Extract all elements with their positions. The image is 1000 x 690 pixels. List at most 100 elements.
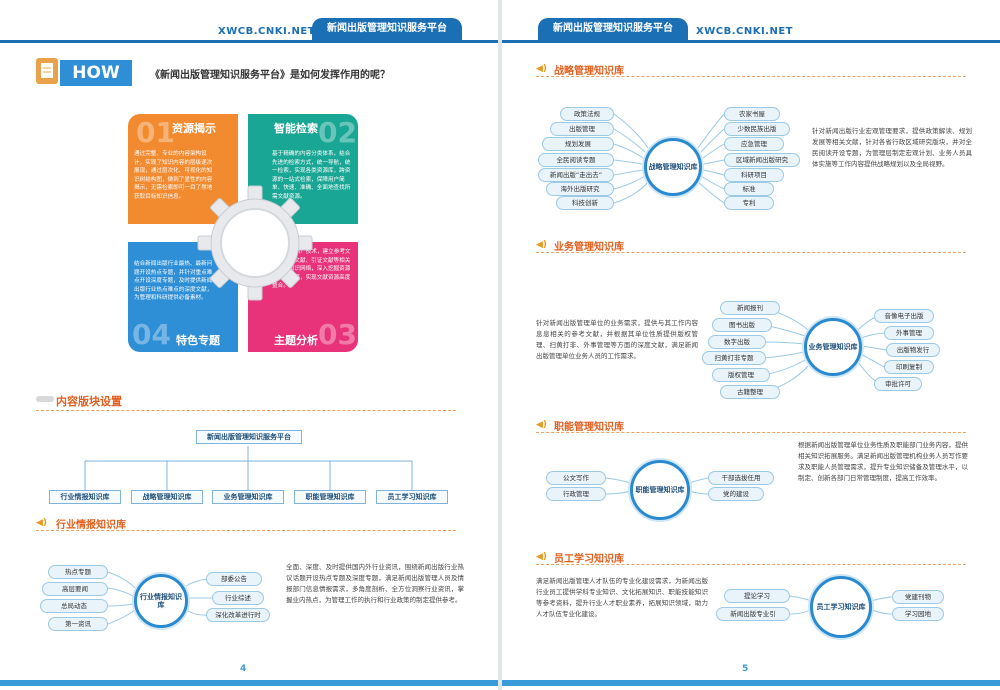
strategy-section-title: 战略管理知识库 [554,66,624,77]
function-item[interactable]: 行政管理 [546,487,606,501]
quadrant-text: 结合新闻出版行业最热、最新问题开设热点专题，并针对重点难点开设深度专题，及时提供… [134,261,213,302]
header-url-right[interactable]: XWCB.CNKI.NET [696,26,793,37]
strategy-item[interactable]: 出版管理 [550,122,614,136]
section-bullet-icon: ◀) [36,518,48,528]
strategy-item[interactable]: 科研项目 [724,168,784,182]
tree-node-intel[interactable]: 行业情报知识库 [49,490,121,504]
intel-item[interactable]: 部委公告 [206,572,262,586]
strategy-item[interactable]: 新闻出版“走出去” [538,168,614,182]
gear-icon [196,184,314,302]
intel-item[interactable]: 热点专题 [48,565,108,579]
header-rule-right [502,40,1000,43]
business-item[interactable]: 审批许可 [874,377,922,391]
intel-item[interactable]: 总局动态 [40,599,108,613]
business-item[interactable]: 古籍整理 [720,385,780,399]
function-section-title: 职能管理知识库 [554,422,624,433]
business-item[interactable]: 版权管理 [712,368,770,382]
how-label: HOW [60,60,132,86]
strategy-description: 针对新闻出版行业宏观管理要求，提供政策解读、规划发展等相关文献，针对各省行政区域… [812,127,972,168]
business-hub[interactable]: 业务管理知识库 [804,318,862,376]
function-item[interactable]: 党的建设 [708,487,764,501]
section-bullet-icon: ◀) [536,64,548,74]
header-platform-tab-right: 新闻出版管理知识服务平台 [538,18,688,40]
strategy-item[interactable]: 海外出版研究 [546,182,614,196]
quadrant-number: 02 [318,116,357,149]
header-platform-tab-left: 新闻出版管理知识服务平台 [312,18,462,40]
business-item[interactable]: 图书出版 [712,318,772,332]
left-page: XWCB.CNKI.NET 新闻出版管理知识服务平台 HOW 《新闻出版管理知识… [0,0,498,690]
strategy-item[interactable]: 专利 [724,196,774,210]
business-item[interactable]: 扫黄打非专题 [702,351,766,365]
staff-item[interactable]: 新闻出版专业引 [716,607,790,621]
staff-section-title: 员工学习知识库 [554,554,624,565]
tree-node-function[interactable]: 职能管理知识库 [294,490,366,504]
section-bullet-icon: ◀) [536,240,548,250]
strategy-item[interactable]: 农家书屋 [724,107,780,121]
tree-root-box[interactable]: 新闻出版管理知识服务平台 [196,430,302,444]
function-item[interactable]: 干部选拔任用 [708,471,774,485]
page-number-right: 5 [742,664,749,674]
header-rule-left [0,40,498,43]
business-section-title: 业务管理知识库 [554,242,624,253]
tree-connectors [84,446,413,490]
page-gutter [498,0,502,690]
staff-item[interactable]: 提论学习 [724,589,790,603]
quadrant-number: 01 [136,116,175,149]
strategy-item[interactable]: 应急管理 [724,137,784,151]
strategy-item[interactable]: 标准 [724,182,774,196]
quadrant-text: 基于精确的内容分类体系，结合先进的检索方式，统一导航，统一检索，实现各类资源库，… [272,151,351,200]
strategy-item[interactable]: 全民阅读专题 [538,153,614,167]
tree-node-strategy[interactable]: 战略管理知识库 [131,490,203,504]
section-bullet-icon: ◀) [536,552,548,562]
content-section-title: 内容版块设置 [56,395,122,408]
quadrant-text: 通过完整、专业的内容架构设计，实现了知识内容的层级递次展现，通过层次化、可视化的… [134,151,213,200]
staff-section-rule [536,564,966,565]
strategy-item[interactable]: 少数民族出版 [724,122,790,136]
section-bullet-icon: ◀) [536,420,548,430]
how-pencil-icon [36,58,58,84]
content-section-rule [36,410,456,411]
staff-hub[interactable]: 员工学习知识库 [810,576,872,638]
page-number-left: 4 [240,664,247,674]
staff-description: 满足新闻出版管理人才队伍的专业化建设需求，为新闻出版行业员工提供学科专业知识、文… [536,577,708,618]
quadrant-title: 特色专题 [176,334,220,347]
quadrant-title: 智能检索 [274,122,318,135]
strategy-item[interactable]: 政策法规 [560,107,614,121]
right-page: 新闻出版管理知识服务平台 XWCB.CNKI.NET ◀) 战略管理知识库 政策… [502,0,1000,690]
pencil-decoration-icon [36,396,54,402]
strategy-item[interactable]: 区域新闻出版研究 [724,153,800,167]
tree-node-business[interactable]: 业务管理知识库 [212,490,284,504]
business-item[interactable]: 出版物发行 [886,343,940,357]
footer-bar-left [0,680,498,686]
intel-item[interactable]: 深化改革进行时 [206,608,270,622]
strategy-item[interactable]: 规划发展 [542,137,614,151]
strategy-hub[interactable]: 战略管理知识库 [644,138,702,196]
function-section-rule [536,432,966,433]
quadrant-title: 主题分析 [274,334,318,347]
quadrant-number: 03 [318,318,357,351]
staff-item[interactable]: 学习园地 [892,607,944,621]
intel-item[interactable]: 高层要闻 [42,582,108,596]
strategy-item[interactable]: 科技创新 [556,196,614,210]
quadrant-title: 资源揭示 [172,122,216,135]
staff-item[interactable]: 党建刊物 [892,590,944,604]
function-description: 根据新闻出版管理单位业务性质及职能部门业务内容，提供相关知识拓展服务。满足新闻出… [798,441,968,482]
tree-node-staff[interactable]: 员工学习知识库 [376,490,448,504]
strategy-connectors [613,113,725,204]
how-question: 《新闻出版管理知识服务平台》是如何发挥作用的呢？ [150,70,390,81]
intel-item[interactable]: 行业综述 [212,591,264,605]
intel-hub[interactable]: 行业情报知识库 [134,574,188,628]
function-item[interactable]: 公文写作 [546,471,606,485]
function-hub[interactable]: 职能管理知识库 [630,460,690,520]
business-item[interactable]: 外事管理 [884,326,934,340]
business-item[interactable]: 新闻报刊 [720,301,780,315]
quadrant-number: 04 [132,318,171,351]
intel-item[interactable]: 第一资讯 [48,617,108,631]
quadrant-text: 通过“知网节”技术，建立参考文献、相似文献、引证文献等相关文献的知识网络，深入挖… [272,249,351,290]
intel-section-title: 行业情报知识库 [56,520,126,531]
intel-description: 全面、深度、及时提供国内外行业资讯，围绕新闻出版行业热议话题开设热点专题及深度专… [286,563,464,604]
business-item[interactable]: 印刷复制 [884,360,934,374]
business-item[interactable]: 数字出版 [708,335,766,349]
header-url-left[interactable]: XWCB.CNKI.NET [218,26,315,37]
business-item[interactable]: 音像电子出版 [874,309,934,323]
